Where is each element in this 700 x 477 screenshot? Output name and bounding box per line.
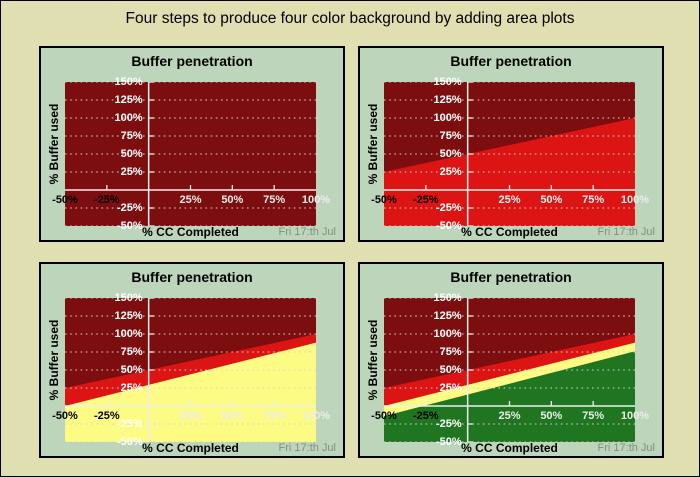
y-tick-label: 25% [120,165,143,178]
y-tick-label: -25% [435,417,462,430]
area-yellow-zone [65,342,316,442]
y-tick-label: -25% [116,417,143,430]
x-tick-label: -50% [371,194,397,206]
y-tick-label: 125% [114,309,143,322]
date-stamp: Fri 17:th Jul [278,226,336,238]
x-tick-label: 25% [179,194,202,206]
x-tick-label: 25% [498,194,521,206]
y-tick-label: 125% [433,309,462,322]
y-tick-label: 50% [120,363,143,376]
chart-panel: Buffer penetration % Buffer used % CC Comp… [39,262,345,458]
y-tick-label: -50% [116,435,143,448]
y-tick-label: 50% [439,363,462,376]
date-stamp: Fri 17:th Jul [278,442,336,454]
figure-title: Four steps to produce four color backgro… [125,10,575,27]
area-green-zone [384,351,635,442]
y-tick-label: 150% [114,291,143,304]
y-tick-label: 150% [114,75,143,88]
x-tick-label: 100% [620,410,650,422]
chart-panel: Buffer penetration % Buffer used % CC Comp… [358,262,664,458]
x-tick-label: -50% [52,194,78,206]
y-tick-label: -25% [435,201,462,214]
plot-area [384,298,635,442]
chart-title: Buffer penetration [450,269,572,285]
x-tick-label: 50% [540,410,563,422]
y-axis-title: % Buffer used [366,319,380,401]
x-axis-title: % CC Completed [461,441,558,455]
chart-title: Buffer penetration [450,53,572,69]
y-tick-label: 100% [433,327,462,340]
y-tick-label: 25% [120,381,143,394]
y-tick-label: -50% [435,435,462,448]
y-tick-label: 125% [114,93,143,106]
x-axis-title: % CC Completed [142,225,239,239]
chart-panel: Buffer penetration % Buffer used % CC Comp… [358,46,664,242]
y-tick-label: 75% [120,129,143,142]
x-tick-label: -50% [371,410,397,422]
date-stamp: Fri 17:th Jul [597,226,655,238]
plot-area [384,82,635,226]
y-tick-label: 150% [433,291,462,304]
y-tick-label: 100% [433,111,462,124]
x-tick-label: 50% [221,194,244,206]
x-tick-label: 100% [301,194,331,206]
x-tick-label: -50% [52,410,78,422]
chart-panel: Buffer penetration % Buffer used % CC Comp… [39,46,345,242]
x-tick-label: 25% [498,410,521,422]
x-tick-label: 100% [301,410,331,422]
y-tick-label: 100% [114,327,143,340]
y-tick-label: 50% [439,147,462,160]
x-tick-label: -25% [93,194,120,206]
x-tick-label: 75% [263,194,286,206]
y-tick-label: -50% [116,219,143,232]
y-tick-label: 75% [439,129,462,142]
y-tick-label: -50% [435,219,462,232]
y-tick-label: 75% [120,345,143,358]
y-axis-title: % Buffer used [366,103,380,185]
x-tick-label: 75% [582,194,605,206]
x-tick-label: 25% [179,410,202,422]
x-tick-label: -25% [93,410,120,422]
x-axis-title: % CC Completed [461,225,558,239]
chart-title: Buffer penetration [131,53,253,69]
x-axis-title: % CC Completed [142,441,239,455]
y-axis-title: % Buffer used [47,319,61,401]
x-tick-label: -25% [412,410,439,422]
x-tick-label: 75% [582,410,605,422]
y-tick-label: 75% [439,345,462,358]
date-stamp: Fri 17:th Jul [597,442,655,454]
y-tick-label: 25% [439,381,462,394]
x-tick-label: 75% [263,410,286,422]
x-tick-label: -25% [412,194,439,206]
y-tick-label: 150% [433,75,462,88]
y-tick-label: 100% [114,111,143,124]
y-tick-label: 125% [433,93,462,106]
x-tick-label: 100% [620,194,650,206]
plot-area [65,82,316,226]
plot-area [65,298,316,442]
x-tick-label: 50% [540,194,563,206]
y-axis-title: % Buffer used [47,103,61,185]
y-tick-label: 25% [439,165,462,178]
y-tick-label: 50% [120,147,143,160]
x-tick-label: 50% [221,410,244,422]
y-tick-label: -25% [116,201,143,214]
chart-title: Buffer penetration [131,269,253,285]
